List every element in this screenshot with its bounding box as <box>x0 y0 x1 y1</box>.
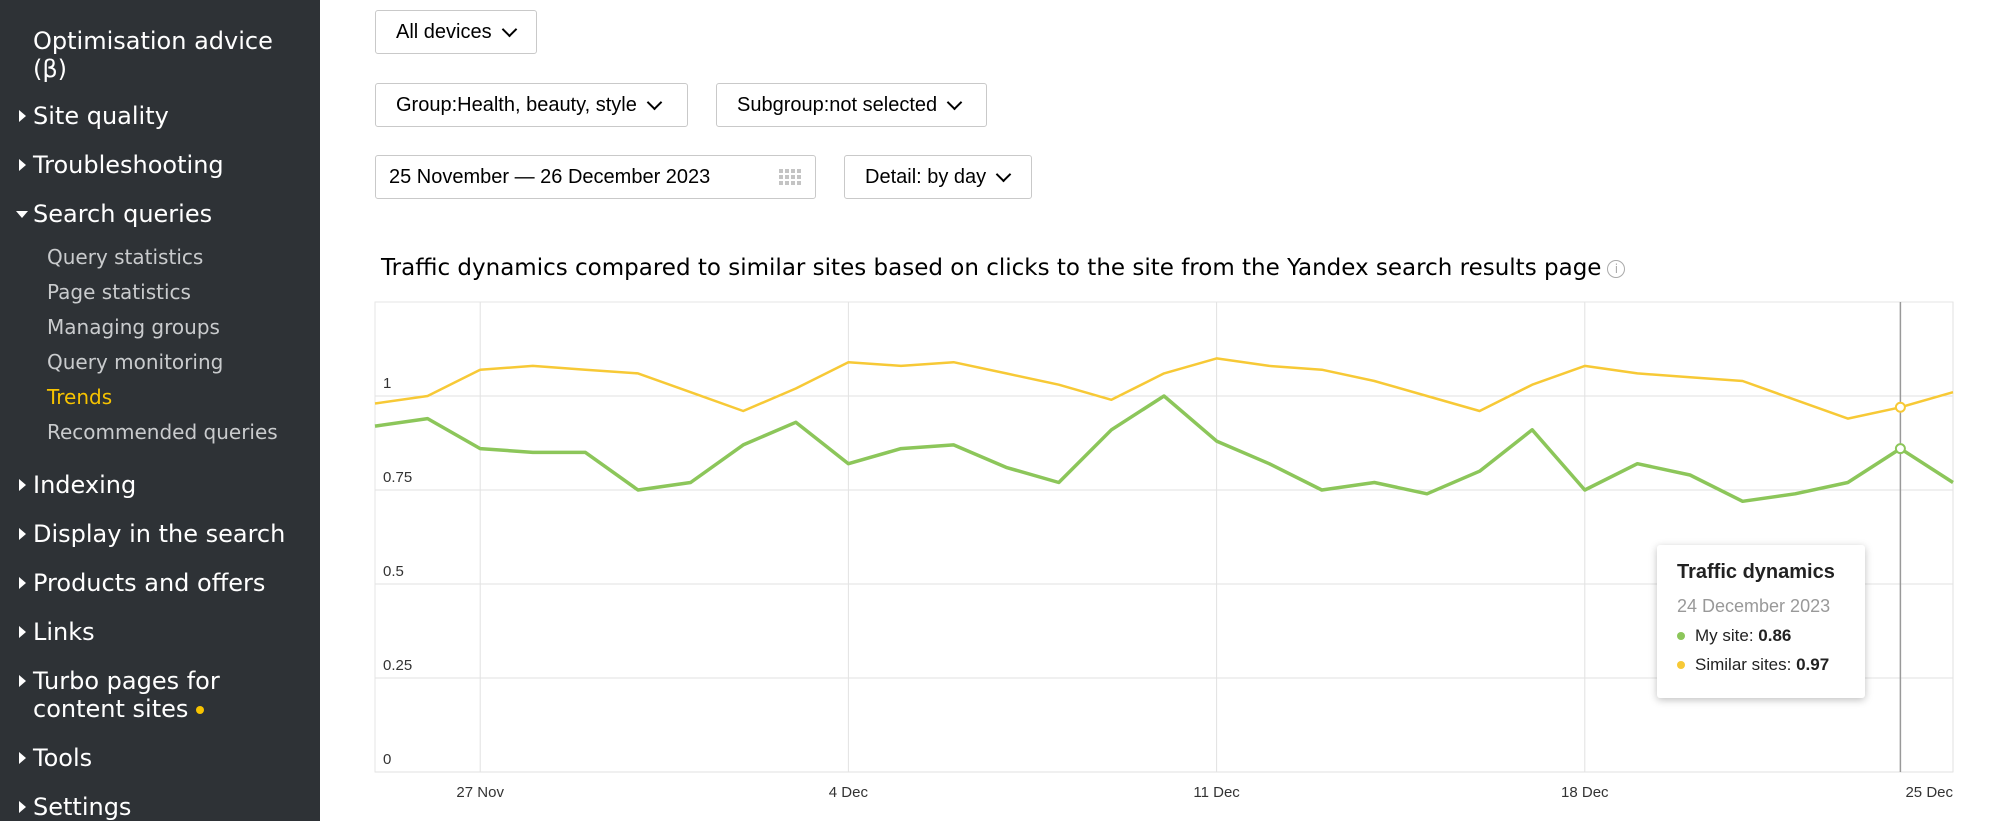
chart-tooltip: Traffic dynamics 24 December 2023 My sit… <box>1657 545 1865 698</box>
sidebar-section-indexing[interactable]: Indexing <box>33 471 137 499</box>
sidebar-section-troubleshooting[interactable]: Troubleshooting <box>33 151 224 179</box>
sidebar-section-tools[interactable]: Tools <box>33 744 93 772</box>
caret-right-icon <box>19 159 26 171</box>
sidebar-section-search-queries[interactable]: Search queries <box>33 200 213 228</box>
caret-right-icon <box>19 577 26 589</box>
group-select[interactable]: Group:Health, beauty, style <box>375 83 688 127</box>
sidebar: Optimisation advice (β) Site quality Tro… <box>0 0 320 821</box>
y-tick-label: 0 <box>383 751 391 768</box>
devices-select[interactable]: All devices <box>375 10 537 54</box>
sidebar-item-query-monitoring[interactable]: Query monitoring <box>47 350 224 374</box>
caret-down-icon <box>16 211 28 218</box>
caret-right-icon <box>19 528 26 540</box>
my-site-point <box>1894 443 1906 455</box>
x-tick-label: 25 Dec <box>1905 784 1953 801</box>
devices-select-label: All devices <box>396 20 492 43</box>
sidebar-section-products-offers[interactable]: Products and offers <box>33 569 266 597</box>
y-tick-label: 0.25 <box>383 657 412 674</box>
x-tick-label: 18 Dec <box>1561 784 1609 801</box>
date-range-input[interactable]: 25 November — 26 December 2023 <box>375 155 816 199</box>
chart-title-text: Traffic dynamics compared to similar sit… <box>381 255 1602 281</box>
sidebar-section-turbo-pages-label: Turbo pages for content sites <box>33 667 220 723</box>
caret-right-icon <box>19 752 26 764</box>
sidebar-item-query-statistics[interactable]: Query statistics <box>47 245 204 269</box>
sidebar-item-page-statistics[interactable]: Page statistics <box>47 280 191 304</box>
caret-right-icon <box>19 801 26 813</box>
detail-select-label: Detail: by day <box>865 165 987 188</box>
my-site-line <box>374 394 1954 504</box>
sidebar-section-turbo-pages[interactable]: Turbo pages for content sites <box>33 667 273 723</box>
tooltip-title: Traffic dynamics <box>1677 561 1835 583</box>
calendar-icon[interactable] <box>779 169 803 187</box>
x-tick-label: 27 Nov <box>456 784 504 801</box>
sidebar-section-display-in-search[interactable]: Display in the search <box>33 520 286 548</box>
sidebar-section-site-quality[interactable]: Site quality <box>33 102 169 130</box>
y-tick-label: 0.5 <box>383 563 404 580</box>
date-range-value: 25 November — 26 December 2023 <box>389 165 711 188</box>
caret-right-icon <box>19 479 26 491</box>
sidebar-item-managing-groups[interactable]: Managing groups <box>47 315 220 339</box>
x-tick-label: 11 Dec <box>1193 784 1240 801</box>
caret-right-icon <box>19 675 26 687</box>
similar-sites-legend-dot <box>1677 661 1685 669</box>
similar-sites-line <box>374 357 1954 420</box>
tooltip-row-my-site: My site: 0.86 <box>1677 626 1845 646</box>
subgroup-select[interactable]: Subgroup:not selected <box>716 83 987 127</box>
sidebar-item-recommended-queries[interactable]: Recommended queries <box>47 420 278 444</box>
subgroup-select-label: Subgroup:not selected <box>737 93 938 116</box>
tooltip-row-similar: Similar sites: 0.97 <box>1677 655 1845 675</box>
sidebar-section-links[interactable]: Links <box>33 618 95 646</box>
similar-sites-point <box>1894 401 1906 413</box>
y-tick-label: 0.75 <box>383 469 412 486</box>
chart-title: Traffic dynamics compared to similar sit… <box>381 255 1626 281</box>
info-icon[interactable]: i <box>1607 259 1626 278</box>
tooltip-date: 24 December 2023 <box>1677 596 1831 616</box>
sidebar-section-settings[interactable]: Settings <box>33 793 132 821</box>
tooltip-similar-value: 0.97 <box>1796 655 1830 674</box>
sidebar-item-optimisation-advice[interactable]: Optimisation advice (β) <box>33 27 273 83</box>
caret-right-icon <box>19 626 26 638</box>
tooltip-my-site-value: 0.86 <box>1758 626 1792 645</box>
tooltip-my-site-label: My site: <box>1695 626 1754 645</box>
group-select-label: Group:Health, beauty, style <box>396 93 637 116</box>
caret-right-icon <box>19 110 26 122</box>
x-tick-label: 4 Dec <box>829 784 869 801</box>
my-site-legend-dot <box>1677 632 1685 640</box>
new-badge-dot <box>196 706 205 714</box>
detail-select[interactable]: Detail: by day <box>844 155 1032 199</box>
y-tick-label: 1 <box>383 375 391 392</box>
sidebar-item-trends[interactable]: Trends <box>47 385 113 409</box>
tooltip-similar-label: Similar sites: <box>1695 655 1792 674</box>
